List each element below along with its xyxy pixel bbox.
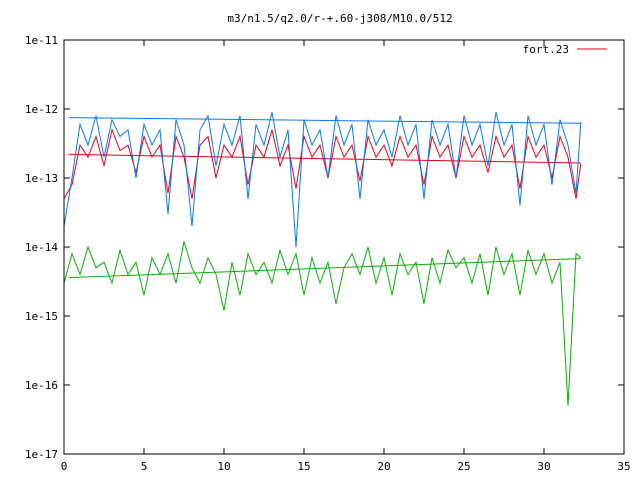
axes-layer: 0 5 10 15 20 25 30 35 1e-17 1e-16 1e-15 1e-14 1e-13 1…: [25, 34, 631, 473]
series-line-2: [63, 112, 582, 248]
y-tick-label: 1e-17: [25, 448, 58, 461]
x-tick-label: 35: [617, 460, 630, 473]
x-tick-label: 0: [61, 460, 68, 473]
x-tick-label: 20: [377, 460, 390, 473]
y-tick-label: 1e-11: [25, 34, 58, 47]
legend-label: fort.23: [523, 43, 569, 56]
series-line-4: [63, 241, 582, 406]
x-tick-label: 30: [537, 460, 550, 473]
chart-title: m3/n1.5/q2.0/r-+.60-j308/M10.0/512: [227, 12, 452, 25]
series-line-5: [68, 258, 581, 279]
y-tick-label: 1e-15: [25, 310, 58, 323]
x-tick-label: 5: [141, 460, 148, 473]
y-tick-label: 1e-13: [25, 172, 58, 185]
x-tick-label: 10: [217, 460, 230, 473]
legend: fort.23: [523, 43, 607, 56]
y-tick-label: 1e-16: [25, 379, 58, 392]
x-tick-label: 25: [457, 460, 470, 473]
y-tick-label: 1e-12: [25, 103, 58, 116]
y-tick-label: 1e-14: [25, 241, 58, 254]
series-line-3: [68, 117, 581, 124]
series-layer: [63, 112, 582, 406]
x-tick-label: 15: [297, 460, 310, 473]
series-line-0: [63, 128, 582, 200]
